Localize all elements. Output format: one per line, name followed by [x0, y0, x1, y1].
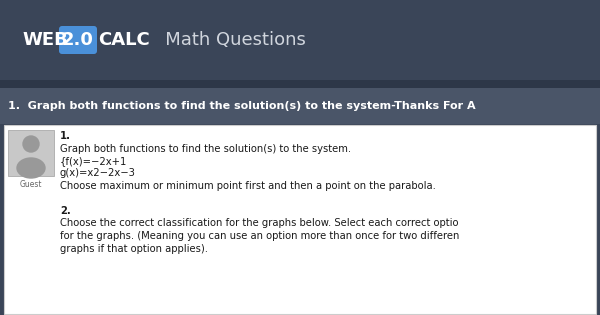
Bar [0, 88, 600, 124]
Text: g(x)=x2−2x−3: g(x)=x2−2x−3 [60, 169, 136, 179]
Text: Math Questions: Math Questions [148, 31, 306, 49]
Bar [0, 80, 600, 88]
Text: 1.  Graph both functions to find the solution(s) to the system-Thanks For A: 1. Graph both functions to find the solu… [8, 101, 476, 111]
Text: Graph both functions to find the solution(s) to the system.: Graph both functions to find the solutio… [60, 144, 351, 153]
FancyBboxPatch shape [59, 26, 97, 54]
Text: 2.0: 2.0 [62, 31, 94, 49]
Bar [0, 0, 600, 80]
Text: Choose the correct classification for the graphs below. Select each correct opti: Choose the correct classification for th… [60, 219, 458, 228]
Bar [4, 125, 596, 314]
Text: WEB: WEB [22, 31, 68, 49]
Text: Guest: Guest [20, 180, 42, 189]
Text: CALC: CALC [98, 31, 150, 49]
Text: 2.: 2. [60, 206, 71, 216]
Circle shape [23, 136, 39, 152]
Bar [8, 130, 54, 176]
Text: Choose maximum or minimum point first and then a point on the parabola.: Choose maximum or minimum point first an… [60, 181, 436, 191]
Text: {f(x)=−2x+1: {f(x)=−2x+1 [60, 156, 127, 166]
Text: graphs if that option applies).: graphs if that option applies). [60, 243, 208, 254]
Ellipse shape [17, 158, 45, 178]
Text: for the graphs. (Meaning you can use an option more than once for two differen: for the graphs. (Meaning you can use an … [60, 231, 460, 241]
Text: 1.: 1. [60, 131, 71, 141]
